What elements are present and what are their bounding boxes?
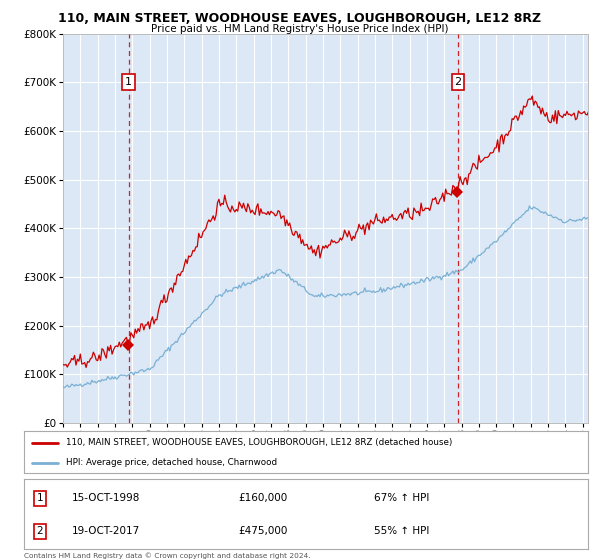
Text: 19-OCT-2017: 19-OCT-2017 (72, 526, 140, 536)
Text: 2: 2 (454, 77, 461, 87)
Text: 1: 1 (37, 493, 43, 503)
Text: 1: 1 (125, 77, 132, 87)
Text: 67% ↑ HPI: 67% ↑ HPI (374, 493, 429, 503)
Text: 2: 2 (37, 526, 43, 536)
Text: 15-OCT-1998: 15-OCT-1998 (72, 493, 140, 503)
Text: Price paid vs. HM Land Registry's House Price Index (HPI): Price paid vs. HM Land Registry's House … (151, 24, 449, 34)
Text: 110, MAIN STREET, WOODHOUSE EAVES, LOUGHBOROUGH, LE12 8RZ: 110, MAIN STREET, WOODHOUSE EAVES, LOUGH… (58, 12, 542, 25)
Text: £160,000: £160,000 (238, 493, 287, 503)
Text: HPI: Average price, detached house, Charnwood: HPI: Average price, detached house, Char… (66, 458, 277, 467)
Text: £475,000: £475,000 (238, 526, 287, 536)
Text: 55% ↑ HPI: 55% ↑ HPI (374, 526, 429, 536)
Text: 110, MAIN STREET, WOODHOUSE EAVES, LOUGHBOROUGH, LE12 8RZ (detached house): 110, MAIN STREET, WOODHOUSE EAVES, LOUGH… (66, 438, 452, 447)
Text: Contains HM Land Registry data © Crown copyright and database right 2024.
This d: Contains HM Land Registry data © Crown c… (24, 553, 311, 560)
